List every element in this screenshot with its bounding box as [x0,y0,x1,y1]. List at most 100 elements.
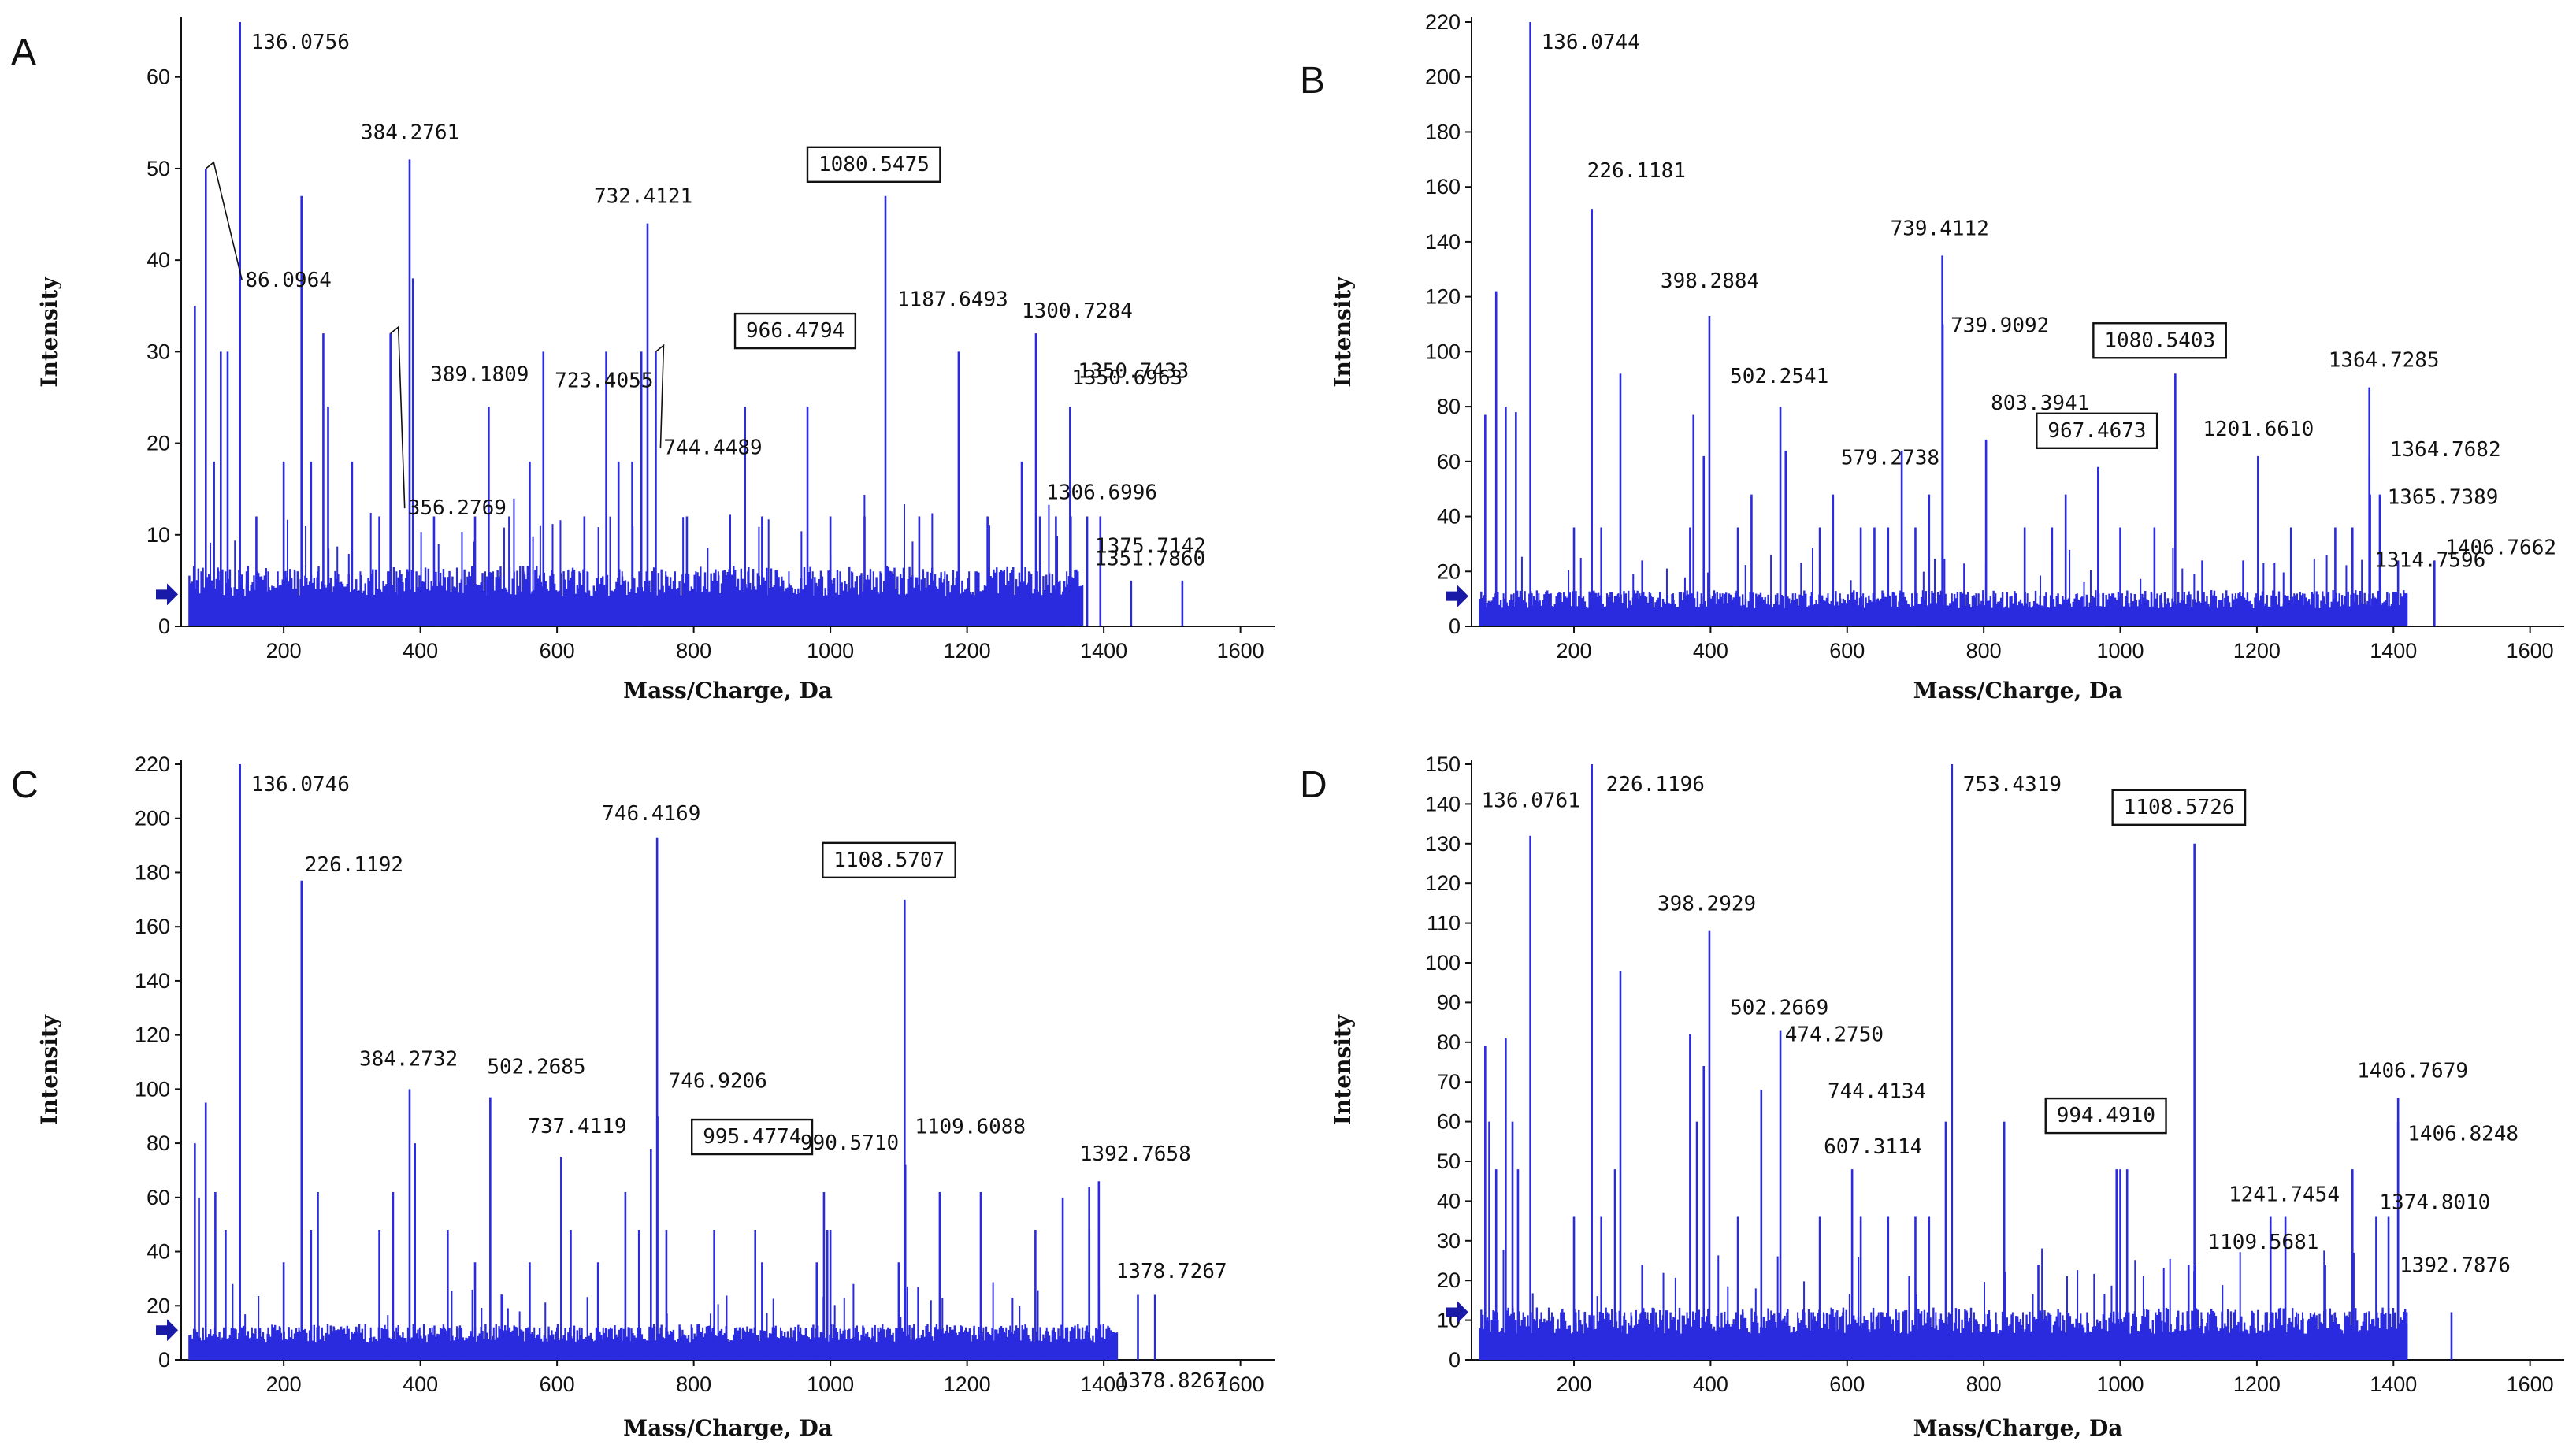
x-tick-label: 800 [676,639,711,663]
y-tick-label: 200 [135,807,170,830]
x-tick-label: 400 [403,639,438,663]
y-tick-label: 30 [147,340,170,363]
x-tick-label: 1200 [944,1372,991,1396]
y-tick-label: 40 [147,1240,170,1264]
peak-label: 1406.8248 [2407,1123,2518,1146]
peak-label: 737.4119 [528,1115,626,1138]
peaks [1484,764,2453,1360]
peak-label: 1406.7662 [2445,536,2556,559]
peak-labels: 136.0746 226.1192 384.2732 502.2685 746.4169… [251,773,1227,1393]
panel-A: A 0 10 20 30 40 50 60 200 400 600 800 1000 1200 1400 16… [11,17,1275,704]
peak-label: 723.4055 [555,369,653,392]
label-box [2111,789,2247,826]
noise-floor [188,1282,1119,1360]
y-tick-label: 50 [147,157,170,180]
y-tick-label: 20 [1437,559,1461,583]
threshold-arrow-icon [1446,1301,1468,1324]
x-axis-label: Mass/Charge, Da [1913,678,2123,704]
peak-label: 1350.7433 [1078,360,1189,384]
y-tick-label: 120 [1425,871,1461,895]
boxed-peak-label: 994.4910 [2057,1104,2155,1127]
x-tick-label: 600 [540,639,575,663]
boxed-peak-label: 1108.5707 [833,849,945,872]
boxed-peak-label: 1108.5726 [2124,796,2235,819]
y-tick-label: 80 [1437,395,1461,418]
boxed-peak-label: 1080.5403 [2104,329,2215,352]
x-tick-label: 1200 [944,639,991,663]
y-tick-label: 80 [1437,1031,1461,1054]
y-tick-label: 40 [1437,505,1461,529]
y-axis-label: Intensity [36,1014,62,1125]
y-tick-label: 130 [1425,832,1461,856]
x-tick-label: 1000 [2096,1372,2144,1396]
y-tick-label: 40 [1437,1189,1461,1213]
x-tick-label: 1600 [2507,1372,2554,1396]
peak-label: 607.3114 [1824,1135,1922,1159]
y-tick-label: 220 [1425,10,1461,34]
peak-label: 579.2738 [1841,447,1939,470]
x-tick-label: 200 [266,1372,302,1396]
panel-B: B 0 20 40 60 80 100 120 140 160 180 200 220 200 400 600… [1300,10,2564,704]
y-tick-label: 60 [1437,450,1461,474]
peak-label: 744.4489 [663,436,762,459]
x-tick-label: 200 [266,639,302,663]
x-tick-label: 400 [1693,1372,1728,1396]
x-tick-label: 1400 [2370,1372,2417,1396]
peak-label: 1201.6610 [2203,418,2314,441]
peak-label: 1351.7860 [1094,548,1205,571]
x-tick-label: 600 [1829,1372,1865,1396]
y-tick-label: 20 [1437,1268,1461,1292]
x-tick-label: 1200 [2233,639,2281,663]
x-axis-label: Mass/Charge, Da [1913,1415,2123,1441]
label-box [2092,322,2227,359]
x-tick-label: 1000 [807,639,854,663]
y-axis-label: Intensity [36,277,62,388]
y-tick-label: 200 [1425,65,1461,89]
peak-label: 1241.7454 [2229,1183,2340,1207]
y-tick-label: 100 [1425,951,1461,975]
peaks [194,764,1156,1360]
label-leader [390,325,406,509]
panel-letter: B [1300,60,1325,102]
peak-label: 1378.7267 [1116,1260,1227,1283]
peak-labels: 136.0761 226.1196 398.2929 502.2669 474.2750… [1482,773,2518,1278]
x-tick-label: 800 [676,1372,711,1396]
y-tick-label: 0 [158,1348,170,1372]
peak-label: 226.1196 [1606,773,1705,797]
x-tick-label: 1600 [2507,639,2554,663]
x-tick-label: 400 [1693,639,1728,663]
y-tick-label: 140 [1425,792,1461,815]
peak-label: 136.0744 [1542,31,1640,54]
boxed-peak-label: 995.4774 [703,1125,801,1149]
peak-label: 1350.6963 [1071,366,1182,390]
x-tick-label: 800 [1966,1372,2002,1396]
label-box [733,312,857,350]
y-tick-label: 60 [147,1186,170,1209]
boxed-peak-label: 966.4794 [746,319,844,343]
peak-label: 1364.7285 [2329,349,2440,373]
peak-label: 502.2669 [1730,997,1828,1020]
peak-label: 744.4134 [1828,1080,1926,1104]
peak-label: 1364.7682 [2390,438,2501,462]
y-tick-label: 30 [1437,1229,1461,1253]
peak-label: 1375.7142 [1095,535,1206,559]
x-tick-label: 200 [1557,639,1592,663]
y-tick-label: 180 [1425,120,1461,143]
peak-label: 356.2769 [408,496,507,520]
boxed-peak-label: 1080.5475 [818,153,930,176]
label-box [2044,1097,2167,1135]
label-leader [205,161,243,281]
threshold-arrow-icon [156,583,178,606]
label-box [822,841,956,879]
peak-label: 746.4169 [602,802,700,826]
boxed-peak-label: 967.4673 [2047,419,2146,443]
y-axis-label: Intensity [1330,1014,1356,1125]
x-tick-label: 1400 [1080,639,1127,663]
peak-label: 1406.7679 [2357,1059,2468,1083]
panel-D: D010203040506070809010011012013014015020… [1300,752,2564,1441]
y-tick-label: 140 [135,969,170,993]
y-tick-label: 70 [1437,1070,1461,1094]
peak-label: 389.1809 [430,362,529,386]
peak-label: 1300.7284 [1022,299,1133,323]
